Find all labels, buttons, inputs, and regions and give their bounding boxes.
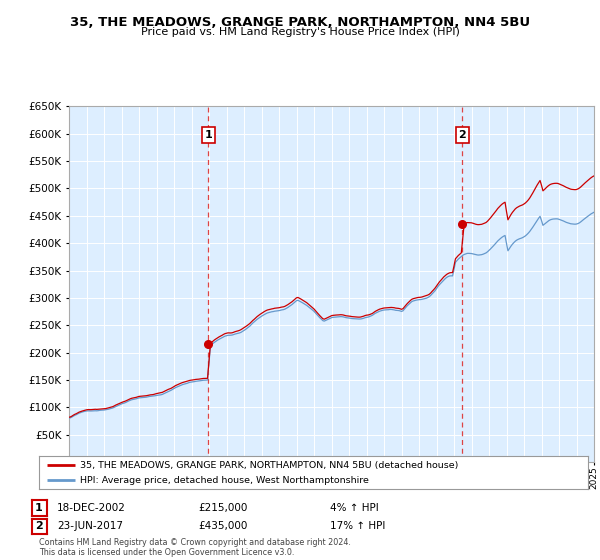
- Text: 17% ↑ HPI: 17% ↑ HPI: [330, 521, 385, 531]
- Text: 18-DEC-2002: 18-DEC-2002: [57, 503, 126, 513]
- Text: Price paid vs. HM Land Registry's House Price Index (HPI): Price paid vs. HM Land Registry's House …: [140, 27, 460, 37]
- Text: 2: 2: [458, 130, 466, 140]
- Text: £215,000: £215,000: [198, 503, 247, 513]
- Text: HPI: Average price, detached house, West Northamptonshire: HPI: Average price, detached house, West…: [80, 475, 369, 484]
- Text: 1: 1: [205, 130, 212, 140]
- Text: 35, THE MEADOWS, GRANGE PARK, NORTHAMPTON, NN4 5BU: 35, THE MEADOWS, GRANGE PARK, NORTHAMPTO…: [70, 16, 530, 29]
- Text: 35, THE MEADOWS, GRANGE PARK, NORTHAMPTON, NN4 5BU (detached house): 35, THE MEADOWS, GRANGE PARK, NORTHAMPTO…: [80, 461, 458, 470]
- Text: 2: 2: [35, 521, 43, 531]
- Text: 23-JUN-2017: 23-JUN-2017: [57, 521, 123, 531]
- Text: 4% ↑ HPI: 4% ↑ HPI: [330, 503, 379, 513]
- Text: 1: 1: [35, 503, 43, 513]
- Text: Contains HM Land Registry data © Crown copyright and database right 2024.
This d: Contains HM Land Registry data © Crown c…: [39, 538, 351, 557]
- Text: £435,000: £435,000: [198, 521, 247, 531]
